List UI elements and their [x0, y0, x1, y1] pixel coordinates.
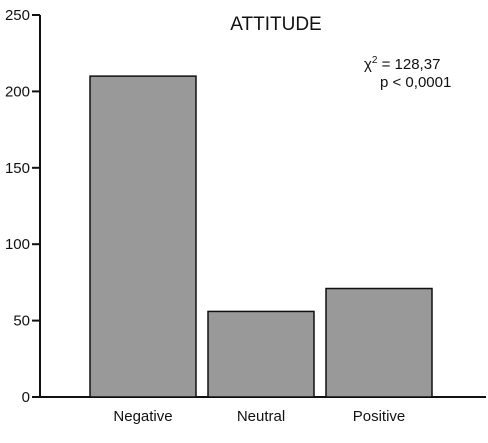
y-tick-label: 0 [22, 389, 30, 406]
x-tick-label: Negative [113, 408, 172, 425]
p-value-annotation: p < 0,0001 [380, 74, 451, 91]
x-tick-label: Neutral [237, 408, 285, 425]
bar-negative [89, 75, 197, 398]
chi-square-annotation: χ2 = 128,37 [364, 55, 440, 73]
y-tick-label: 150 [5, 160, 30, 177]
chi-symbol: χ [364, 56, 372, 73]
chi-exponent: 2 [372, 55, 378, 66]
y-tick-label: 50 [13, 313, 30, 330]
chart-title: ATTITUDE [230, 14, 321, 35]
y-tick-label: 200 [5, 83, 30, 100]
chi-value: = 128,37 [377, 56, 440, 73]
category-labels: Negative Neutral Positive [113, 408, 405, 425]
statistics-annotation: χ2 = 128,37 p < 0,0001 [364, 55, 451, 91]
bars [89, 75, 433, 398]
x-tick-label: Positive [353, 408, 406, 425]
bar-neutral [207, 310, 315, 398]
y-tick-label: 100 [5, 236, 30, 253]
y-tick-label: 250 [5, 7, 30, 24]
bar-positive [325, 287, 433, 398]
y-axis: 0 50 100 150 200 250 [5, 7, 41, 406]
